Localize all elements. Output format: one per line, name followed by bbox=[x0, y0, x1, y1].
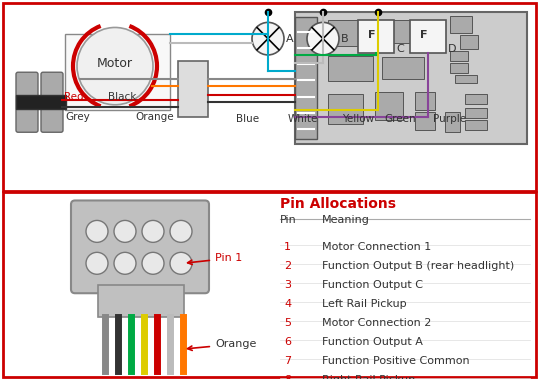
Text: Pin Allocations: Pin Allocations bbox=[280, 197, 396, 211]
Text: Function Output A: Function Output A bbox=[322, 337, 423, 347]
Text: Motor Connection 2: Motor Connection 2 bbox=[322, 318, 431, 328]
Text: F: F bbox=[368, 30, 375, 39]
Text: A: A bbox=[286, 34, 294, 44]
Text: Function Positive Common: Function Positive Common bbox=[322, 356, 470, 366]
Circle shape bbox=[86, 252, 108, 274]
Text: Grey: Grey bbox=[66, 112, 90, 122]
FancyBboxPatch shape bbox=[71, 200, 209, 293]
Circle shape bbox=[86, 221, 108, 242]
Circle shape bbox=[77, 27, 153, 105]
FancyBboxPatch shape bbox=[295, 12, 527, 144]
Circle shape bbox=[142, 221, 164, 242]
Text: Black: Black bbox=[108, 92, 137, 102]
FancyBboxPatch shape bbox=[295, 17, 317, 139]
Text: Red: Red bbox=[64, 92, 84, 102]
FancyBboxPatch shape bbox=[450, 51, 468, 61]
FancyBboxPatch shape bbox=[328, 20, 376, 46]
FancyBboxPatch shape bbox=[3, 3, 536, 191]
FancyBboxPatch shape bbox=[410, 20, 446, 53]
Text: Function Output B (rear headlight): Function Output B (rear headlight) bbox=[322, 261, 514, 271]
FancyBboxPatch shape bbox=[3, 193, 536, 377]
Text: 6: 6 bbox=[284, 337, 291, 347]
FancyBboxPatch shape bbox=[178, 61, 208, 117]
FancyBboxPatch shape bbox=[98, 285, 184, 317]
Text: B: B bbox=[341, 34, 349, 44]
FancyBboxPatch shape bbox=[65, 34, 170, 110]
Circle shape bbox=[170, 221, 192, 242]
FancyBboxPatch shape bbox=[415, 112, 435, 130]
FancyBboxPatch shape bbox=[375, 92, 403, 120]
Text: Pin 1: Pin 1 bbox=[187, 253, 242, 265]
Text: Pin: Pin bbox=[280, 215, 297, 226]
Text: Purple: Purple bbox=[434, 114, 467, 124]
FancyBboxPatch shape bbox=[450, 63, 468, 73]
FancyBboxPatch shape bbox=[382, 57, 424, 79]
Text: Orange: Orange bbox=[187, 339, 256, 351]
Circle shape bbox=[252, 22, 284, 55]
Text: Motor: Motor bbox=[97, 56, 133, 70]
FancyBboxPatch shape bbox=[450, 16, 472, 33]
Text: Function Output C: Function Output C bbox=[322, 280, 423, 290]
FancyBboxPatch shape bbox=[16, 95, 66, 109]
Text: Green: Green bbox=[384, 114, 416, 124]
Text: Motor Connection 1: Motor Connection 1 bbox=[322, 242, 431, 252]
FancyBboxPatch shape bbox=[465, 120, 487, 130]
Text: Blue: Blue bbox=[237, 114, 260, 124]
Text: Right Rail Pickup: Right Rail Pickup bbox=[322, 375, 415, 379]
Circle shape bbox=[170, 252, 192, 274]
FancyBboxPatch shape bbox=[415, 92, 435, 110]
Text: White: White bbox=[288, 114, 318, 124]
Text: C: C bbox=[396, 44, 404, 54]
FancyBboxPatch shape bbox=[41, 72, 63, 132]
FancyBboxPatch shape bbox=[328, 56, 373, 81]
FancyBboxPatch shape bbox=[455, 75, 477, 83]
Text: Yellow: Yellow bbox=[342, 114, 374, 124]
Text: 7: 7 bbox=[284, 356, 291, 366]
FancyBboxPatch shape bbox=[328, 94, 363, 124]
FancyBboxPatch shape bbox=[385, 20, 440, 43]
Circle shape bbox=[142, 252, 164, 274]
Text: Left Rail Pickup: Left Rail Pickup bbox=[322, 299, 407, 309]
Text: Orange: Orange bbox=[136, 112, 174, 122]
Text: 3: 3 bbox=[284, 280, 291, 290]
FancyBboxPatch shape bbox=[465, 108, 487, 118]
Text: Meaning: Meaning bbox=[322, 215, 370, 226]
Text: 4: 4 bbox=[284, 299, 291, 309]
Circle shape bbox=[307, 22, 339, 55]
Text: 5: 5 bbox=[284, 318, 291, 328]
FancyBboxPatch shape bbox=[460, 34, 478, 49]
FancyBboxPatch shape bbox=[445, 112, 460, 132]
Text: 8: 8 bbox=[284, 375, 291, 379]
Text: F: F bbox=[420, 30, 428, 39]
FancyBboxPatch shape bbox=[465, 94, 487, 104]
Text: 1: 1 bbox=[284, 242, 291, 252]
Circle shape bbox=[114, 252, 136, 274]
FancyBboxPatch shape bbox=[16, 72, 38, 132]
Text: 2: 2 bbox=[284, 261, 291, 271]
Text: D: D bbox=[448, 44, 456, 54]
FancyBboxPatch shape bbox=[358, 20, 394, 53]
Circle shape bbox=[114, 221, 136, 242]
